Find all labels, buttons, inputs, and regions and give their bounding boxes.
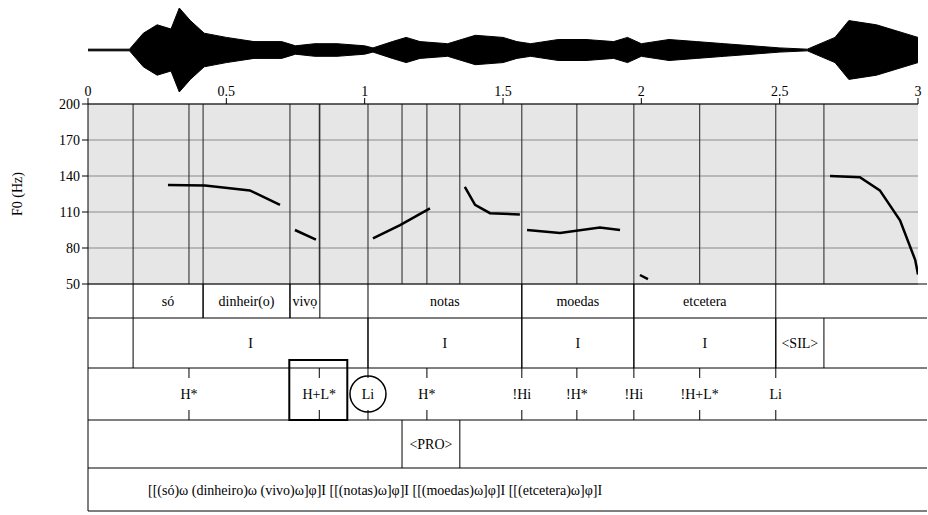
svg-text:[[(só)ω (dinheiro)ω (vivo)ω]φ]: [[(só)ω (dinheiro)ω (vivo)ω]φ]I [[(notas… [148, 483, 602, 499]
svg-text:1: 1 [361, 84, 368, 99]
svg-text:<SIL>: <SIL> [781, 336, 818, 351]
svg-text:notas: notas [430, 294, 460, 309]
svg-text:vivọ: vivọ [292, 294, 317, 309]
svg-text:140: 140 [59, 169, 80, 184]
svg-text:2.5: 2.5 [771, 84, 789, 99]
svg-text:110: 110 [60, 205, 80, 220]
svg-text:0.5: 0.5 [218, 84, 236, 99]
svg-text:I: I [702, 336, 707, 351]
svg-text:!H*: !H* [566, 387, 588, 402]
svg-text:3: 3 [915, 84, 922, 99]
svg-text:!Hi: !Hi [625, 387, 644, 402]
svg-text:só: só [162, 294, 174, 309]
svg-text:H*: H* [180, 387, 197, 402]
svg-text:F0 (Hz): F0 (Hz) [10, 172, 26, 216]
svg-text:I: I [443, 336, 448, 351]
svg-text:1.5: 1.5 [494, 84, 512, 99]
svg-text:I: I [576, 336, 581, 351]
svg-text:I: I [248, 336, 253, 351]
svg-text:moedas: moedas [556, 294, 599, 309]
svg-text:Li: Li [362, 387, 375, 402]
svg-text:Li: Li [770, 387, 783, 402]
svg-text:170: 170 [59, 133, 80, 148]
svg-text:200: 200 [59, 97, 80, 112]
svg-text:H*: H* [418, 387, 435, 402]
svg-text:0: 0 [85, 84, 92, 99]
svg-text:H+L*: H+L* [303, 387, 337, 402]
svg-text:!Hi: !Hi [512, 387, 531, 402]
svg-text:<PRO>: <PRO> [409, 437, 452, 452]
svg-text:2: 2 [638, 84, 645, 99]
svg-text:80: 80 [66, 241, 80, 256]
svg-text:!H+L*: !H+L* [681, 387, 719, 402]
svg-text:dinheir(o): dinheir(o) [219, 294, 275, 310]
svg-text:etcetera: etcetera [683, 294, 727, 309]
svg-text:50: 50 [66, 277, 80, 292]
